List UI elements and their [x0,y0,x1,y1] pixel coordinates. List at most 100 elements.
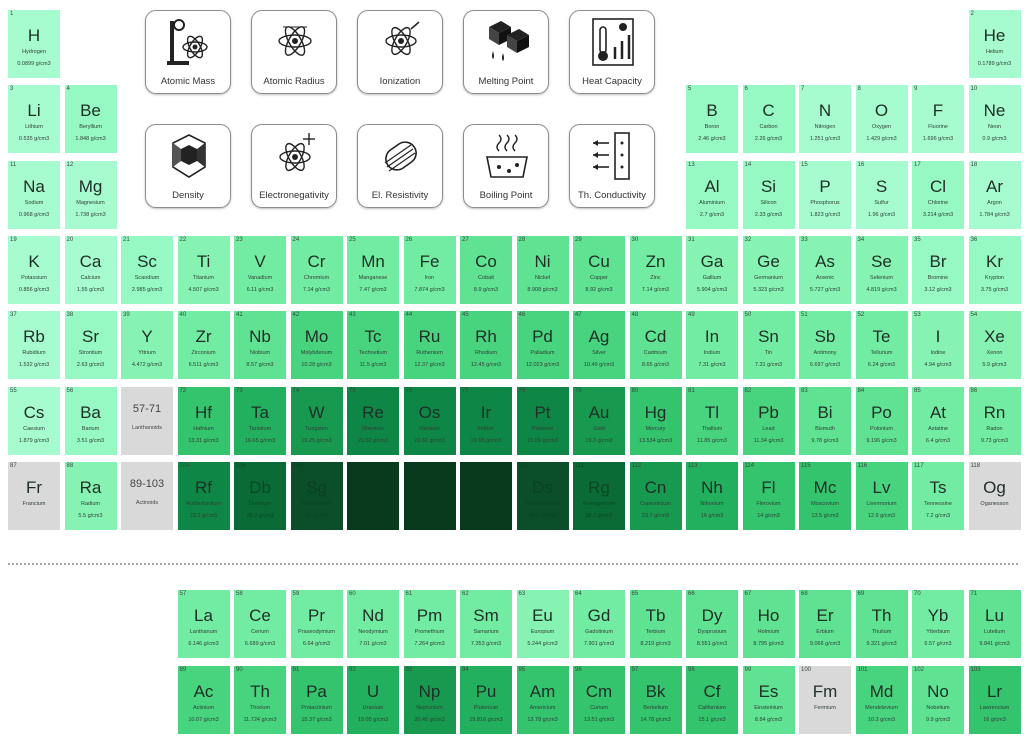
element-cell-sb[interactable]: 51 Sb Antimony 6.697 g/cm3 [799,311,851,380]
element-cell-mg[interactable]: 12 Mg Magnesium 1.738 g/cm3 [64,160,117,229]
element-cell-cr[interactable]: 24 Cr Chromium 7.14 g/cm3 [290,235,343,304]
element-cell-rh[interactable]: 45 Rh Rhodium 12.45 g/cm3 [460,311,512,380]
element-cell-sr[interactable]: 38 Sr Strontium 2.63 g/cm3 [64,311,117,380]
element-cell-rb[interactable]: 37 Rb Rubidium 1.532 g/cm3 [8,311,60,380]
element-cell-pr[interactable]: 59 Pr Praseodymium 6.64 g/cm3 [290,590,343,658]
element-cell-w[interactable]: 74 W Tungsten 19.25 g/cm3 [290,386,343,455]
element-cell-tl[interactable]: 81 Tl Thallium 11.85 g/cm3 [686,386,738,455]
element-cell-ga[interactable]: 31 Ga Gallium 5.904 g/cm3 [686,235,738,304]
element-cell-re[interactable]: 75 Re Rhenium 21.02 g/cm3 [347,386,399,455]
element-cell-te[interactable]: 52 Te Tellurium 6.24 g/cm3 [855,311,908,380]
element-cell-ti[interactable]: 22 Ti Titanium 4.507 g/cm3 [177,235,230,304]
element-cell-th[interactable]: 90 Th Thorium 11.724 g/cm3 [234,666,286,734]
element-cell-au[interactable]: 79 Au Gold 19.3 g/cm3 [573,386,625,455]
element-cell-tb[interactable]: 65 Tb Terbium 8.219 g/cm3 [629,590,682,658]
element-cell-li[interactable]: 3 Li Lithium 0.535 g/cm3 [8,85,60,154]
element-cell-ru[interactable]: 44 Ru Ruthenium 12.37 g/cm3 [403,311,456,380]
element-cell-pu[interactable]: 94 Pu Plutonium 19.816 g/cm3 [460,666,512,734]
element-cell-pb[interactable]: 82 Pb Lead 11.34 g/cm3 [742,386,795,455]
element-cell-k[interactable]: 19 K Potassium 0.856 g/cm3 [8,235,60,304]
element-cell-sg[interactable]: 106 Sg Seaborgium 35 g/cm3 [290,461,343,530]
element-cell-pa[interactable]: 91 Pa Protactinium 15.37 g/cm3 [290,666,343,734]
lanthanoids-placeholder[interactable]: 57-71 Lanthanoids [121,387,173,455]
element-cell-zr[interactable]: 40 Zr Zirconium 6.511 g/cm3 [177,311,230,380]
element-cell-ra[interactable]: 88 Ra Radium 5.5 g/cm3 [64,461,117,530]
element-cell-ni[interactable]: 28 Ni Nickel 8.908 g/cm3 [516,235,569,304]
element-cell-cm[interactable]: 96 Cm Curium 13.51 g/cm3 [573,666,625,734]
element-cell-rf[interactable]: 104 Rf Rutherfordium 23.2 g/cm3 [177,461,230,530]
element-cell-fe[interactable]: 26 Fe Iron 7.874 g/cm3 [403,235,456,304]
element-cell-hg[interactable]: 80 Hg Mercury 13.534 g/cm3 [629,386,682,455]
element-cell-v[interactable]: 23 V Vanadium 6.11 g/cm3 [234,235,286,304]
element-cell-sc[interactable]: 21 Sc Scandium 2.985 g/cm3 [121,235,173,304]
element-cell-bh[interactable]: 107 Bh Bohrium 37.1 g/cm3 [347,461,399,530]
element-cell-co[interactable]: 27 Co Cobalt 8.9 g/cm3 [460,235,512,304]
element-cell-yb[interactable]: 70 Yb Ytterbium 6.57 g/cm3 [912,590,964,658]
element-cell-c[interactable]: 6 C Carbon 2.26 g/cm3 [742,85,795,154]
element-cell-ts[interactable]: 117 Ts Tennessine 7.2 g/cm3 [912,461,964,530]
heat-capacity-button[interactable]: Heat Capacity [569,10,655,94]
element-cell-na[interactable]: 11 Na Sodium 0.968 g/cm3 [8,160,60,229]
element-cell-og[interactable]: 118 Og Oganesson [968,461,1021,530]
density-button[interactable]: Density [145,124,231,208]
element-cell-ho[interactable]: 67 Ho Holmium 8.795 g/cm3 [742,590,795,658]
element-cell-os[interactable]: 76 Os Osmium 22.61 g/cm3 [403,386,456,455]
element-cell-ca[interactable]: 20 Ca Calcium 1.55 g/cm3 [64,235,117,304]
atomic-mass-button[interactable]: Atomic Mass [145,10,231,94]
element-cell-as[interactable]: 33 As Arsenic 5.727 g/cm3 [799,235,851,304]
element-cell-cf[interactable]: 98 Cf Californium 15.1 g/cm3 [686,666,738,734]
element-cell-nd[interactable]: 60 Nd Neodymium 7.01 g/cm3 [347,590,399,658]
element-cell-h[interactable]: 1 H Hydrogen 0.0899 g/cm3 [8,10,60,78]
element-cell-hs[interactable]: 108 Hs Hassium 41 g/cm3 [403,461,456,530]
element-cell-cn[interactable]: 112 Cn Copernicium 23.7 g/cm3 [629,461,682,530]
element-cell-se[interactable]: 34 Se Selenium 4.819 g/cm3 [855,235,908,304]
element-cell-dy[interactable]: 66 Dy Dysprosium 8.551 g/cm3 [686,590,738,658]
element-cell-si[interactable]: 14 Si Silicon 2.33 g/cm3 [742,160,795,229]
element-cell-np[interactable]: 93 Np Neptunium 20.45 g/cm3 [403,666,456,734]
element-cell-lu[interactable]: 71 Lu Lutetium 9.841 g/cm3 [968,590,1021,658]
element-cell-hf[interactable]: 72 Hf Hafnium 13.31 g/cm3 [177,386,230,455]
atomic-radius-button[interactable]: Atomic Radius [251,10,337,94]
element-cell-pd[interactable]: 46 Pd Palladium 12.023 g/cm3 [516,311,569,380]
element-cell-ds[interactable]: 110 Ds Darmstadtium 34.8 g/cm3 [516,461,569,530]
element-cell-nh[interactable]: 113 Nh Nihonium 16 g/cm3 [686,461,738,530]
element-cell-tc[interactable]: 43 Tc Technetium 11.5 g/cm3 [347,311,399,380]
element-cell-ba[interactable]: 56 Ba Barium 3.51 g/cm3 [64,386,117,455]
element-cell-u[interactable]: 92 U Uranium 19.05 g/cm3 [347,666,399,734]
element-cell-sn[interactable]: 50 Sn Tin 7.31 g/cm3 [742,311,795,380]
element-cell-cs[interactable]: 55 Cs Caesium 1.879 g/cm3 [8,386,60,455]
element-cell-ag[interactable]: 47 Ag Silver 10.49 g/cm3 [573,311,625,380]
element-cell-ce[interactable]: 58 Ce Cerium 6.689 g/cm3 [234,590,286,658]
element-cell-fr[interactable]: 87 Fr Francium [8,461,60,530]
element-cell-ir[interactable]: 77 Ir Iridium 22.65 g/cm3 [460,386,512,455]
actinoids-placeholder[interactable]: 89-103 Actinoids [121,462,173,530]
element-cell-at[interactable]: 85 At Astatine 6.4 g/cm3 [912,386,964,455]
element-cell-he[interactable]: 2 He Helium 0.1789 g/cm3 [968,10,1021,78]
element-cell-mo[interactable]: 42 Mo Molybdenum 10.28 g/cm3 [290,311,343,380]
element-cell-am[interactable]: 95 Am Americium 13.78 g/cm3 [516,666,569,734]
element-cell-cu[interactable]: 29 Cu Copper 8.92 g/cm3 [573,235,625,304]
element-cell-th[interactable]: 69 Th Thulium 9.321 g/cm3 [855,590,908,658]
melting-point-button[interactable]: Melting Point [463,10,549,94]
element-cell-er[interactable]: 68 Er Erbium 9.066 g/cm3 [799,590,851,658]
element-cell-mt[interactable]: 109 Mt Meitnerium 37.4 g/cm3 [460,461,512,530]
element-cell-nb[interactable]: 41 Nb Niobium 8.57 g/cm3 [234,311,286,380]
element-cell-md[interactable]: 101 Md Mendelevium 10.3 g/cm3 [855,666,908,734]
element-cell-b[interactable]: 5 B Boron 2.46 g/cm3 [686,85,738,154]
element-cell-cd[interactable]: 48 Cd Cadmium 8.65 g/cm3 [629,311,682,380]
element-cell-lr[interactable]: 103 Lr Lawrencium 16 g/cm3 [968,666,1021,734]
element-cell-fl[interactable]: 114 Fl Flerovium 14 g/cm3 [742,461,795,530]
element-cell-kr[interactable]: 36 Kr Krypton 3.75 g/cm3 [968,235,1021,304]
element-cell-y[interactable]: 39 Y Yttrium 4.472 g/cm3 [121,311,173,380]
element-cell-po[interactable]: 84 Po Polonium 9.196 g/cm3 [855,386,908,455]
electronegativity-button[interactable]: Electronegativity [251,124,337,208]
element-cell-n[interactable]: 7 N Nitrogen 1.251 g/cm3 [799,85,851,154]
element-cell-bi[interactable]: 83 Bi Bismuth 9.78 g/cm3 [799,386,851,455]
element-cell-no[interactable]: 102 No Nobelium 9.9 g/cm3 [912,666,964,734]
element-cell-s[interactable]: 16 S Sulfur 1.96 g/cm3 [855,160,908,229]
element-cell-br[interactable]: 35 Br Bromine 3.12 g/cm3 [912,235,964,304]
element-cell-in[interactable]: 49 In Indium 7.31 g/cm3 [686,311,738,380]
element-cell-ar[interactable]: 18 Ar Argon 1.784 g/cm3 [968,160,1021,229]
element-cell-cl[interactable]: 17 Cl Chlorine 3.214 g/cm3 [912,160,964,229]
ionization-button[interactable]: Ionization [357,10,443,94]
